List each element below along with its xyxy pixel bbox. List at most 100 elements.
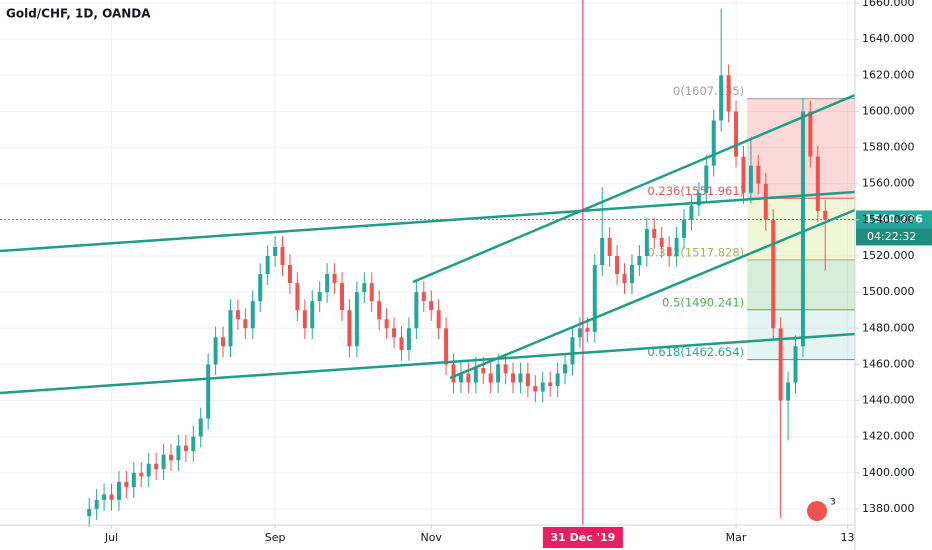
- y-tick-label: 1520.000: [862, 249, 915, 262]
- candle-body: [823, 210, 828, 220]
- badge-count[interactable]: 3: [830, 498, 836, 508]
- candle-body: [778, 328, 783, 401]
- candle-body: [243, 319, 248, 329]
- candle-body: [332, 274, 337, 284]
- candle-body: [87, 508, 92, 517]
- candle-body: [191, 436, 196, 452]
- candle-body: [518, 373, 523, 383]
- candle-body: [176, 445, 181, 461]
- candle-body: [354, 292, 359, 347]
- candle-body: [525, 373, 530, 387]
- candle-body: [563, 364, 568, 374]
- candle-body: [213, 337, 218, 365]
- candle-body: [793, 346, 798, 383]
- candle-body: [377, 301, 382, 320]
- candle-body: [607, 237, 612, 256]
- y-tick-label: 1380.000: [862, 502, 915, 515]
- candle-body: [302, 310, 307, 329]
- candle-body: [622, 274, 627, 284]
- candle-body: [131, 472, 136, 488]
- trend-line: [0, 332, 856, 395]
- candle-body: [206, 364, 211, 419]
- candle-body: [451, 364, 456, 383]
- candle-body: [644, 228, 649, 256]
- x-tick-label: 13: [841, 531, 855, 544]
- candle-body: [674, 237, 679, 256]
- candle-body: [511, 373, 515, 383]
- candle-body: [384, 319, 389, 329]
- candle-body: [808, 111, 813, 157]
- crosshair-label-bg: [542, 527, 623, 548]
- candle-body: [533, 386, 538, 392]
- y-tick-label: 1480.000: [862, 321, 915, 334]
- fib-label: 0.382(1517.828): [647, 245, 744, 259]
- candle-body: [325, 274, 330, 293]
- candle-body: [444, 328, 449, 365]
- candle-body: [399, 337, 404, 350]
- candle-body: [221, 337, 226, 347]
- candle-body: [771, 219, 776, 329]
- candle-body: [667, 246, 672, 256]
- candle-body: [265, 255, 270, 275]
- candle-body: [369, 283, 374, 302]
- candle-body: [154, 463, 159, 470]
- candle-body: [689, 205, 694, 220]
- candle-body: [577, 328, 582, 338]
- candle-body: [235, 310, 240, 320]
- candle-body: [466, 373, 471, 383]
- candle-body: [362, 283, 367, 293]
- candle-body: [637, 255, 642, 266]
- x-tick-label: Jul: [104, 531, 118, 544]
- y-tick-label: 1620.000: [862, 68, 915, 81]
- candle-body: [421, 292, 426, 302]
- candle-body: [629, 265, 634, 284]
- candle-body: [488, 373, 493, 383]
- candle-body: [652, 228, 657, 238]
- candle-body: [392, 328, 397, 338]
- candle-body: [719, 75, 724, 121]
- fib-label: 0.236(1551.961): [647, 184, 744, 198]
- candle-body: [800, 111, 805, 347]
- candle-body: [763, 183, 768, 220]
- fib-label: 0.618(1462.654): [647, 345, 744, 359]
- y-tick-label: 1660.000: [862, 0, 915, 9]
- x-tick-label: Sep: [265, 531, 286, 544]
- candle-body: [183, 445, 188, 452]
- badge-icon[interactable]: 3: [807, 498, 836, 522]
- chart-title: Gold/CHF, 1D, OANDA: [6, 7, 151, 21]
- y-tick-label: 1600.000: [862, 104, 915, 117]
- candle-body: [347, 310, 352, 347]
- candle-body: [102, 494, 107, 500]
- candle-body: [228, 310, 233, 347]
- candle-body: [600, 237, 605, 266]
- trend-lines: [0, 93, 856, 395]
- candle-body: [555, 373, 560, 387]
- candle-body: [615, 255, 620, 275]
- crosshair-label: 31 Dec '19: [551, 531, 616, 544]
- y-tick-label: 1560.000: [862, 177, 915, 190]
- x-tick-label: Nov: [420, 531, 442, 544]
- y-tick-label: 1640.000: [862, 32, 915, 45]
- y-tick-label: 1440.000: [862, 394, 915, 407]
- y-tick-label: 1460.000: [862, 357, 915, 370]
- trend-line: [412, 93, 856, 284]
- badge-circle[interactable]: [807, 501, 827, 521]
- candle-body: [756, 165, 761, 184]
- last-price-bg: [856, 210, 932, 229]
- candle-body: [146, 463, 151, 477]
- candle-body: [317, 292, 322, 302]
- y-tick-label: 1580.000: [862, 141, 915, 154]
- fib-label: 0(1607.135): [673, 84, 744, 98]
- candle-body: [585, 328, 590, 332]
- x-tick-label: Mar: [726, 531, 747, 544]
- candle-body: [169, 454, 173, 461]
- candle-body: [429, 301, 434, 311]
- candle-body: [116, 481, 121, 500]
- candle-body: [161, 454, 166, 470]
- candle-body: [503, 364, 508, 374]
- y-tick-label: 1400.000: [862, 466, 915, 479]
- candle-body: [548, 382, 553, 387]
